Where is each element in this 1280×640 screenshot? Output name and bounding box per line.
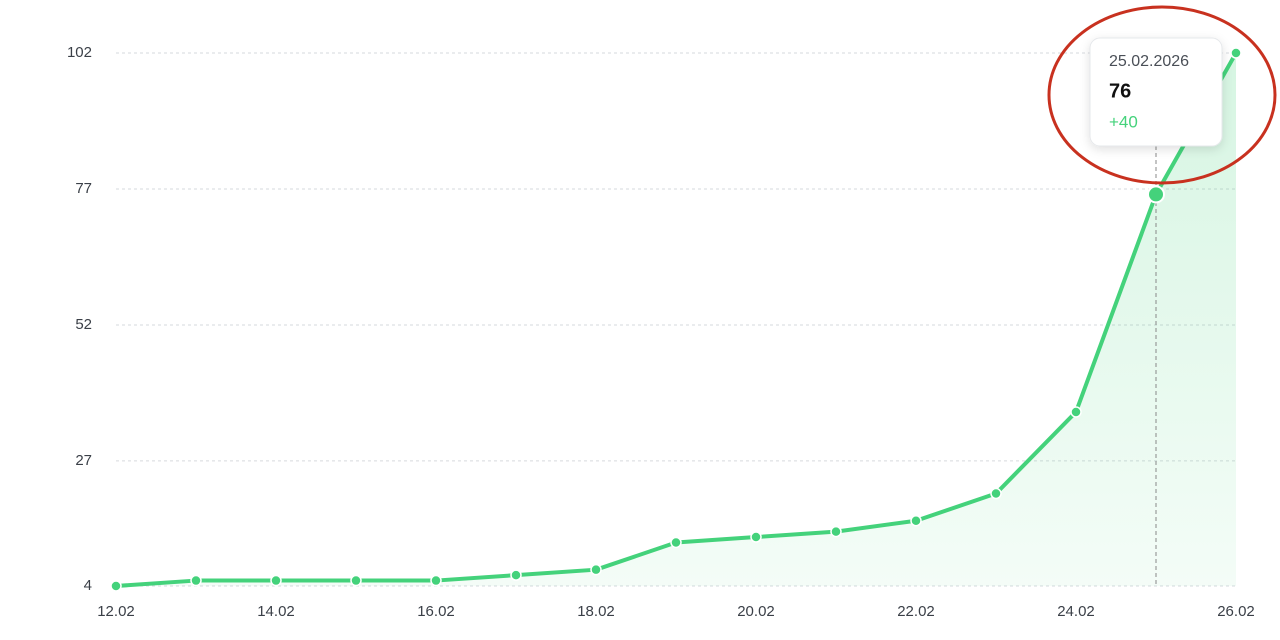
- x-tick-label: 24.02: [1057, 603, 1095, 620]
- x-tick-label: 22.02: [897, 603, 935, 620]
- x-tick-label: 18.02: [577, 603, 615, 620]
- y-tick-label: 77: [75, 180, 92, 197]
- point: [350, 574, 362, 587]
- point: [990, 487, 1002, 500]
- plot: [110, 47, 1242, 592]
- point: [670, 536, 682, 549]
- x-tick-label: 26.02: [1217, 603, 1255, 620]
- area: [116, 53, 1236, 586]
- point: [1230, 47, 1242, 59]
- tooltip: 25.02.2026 76 +40: [1047, 5, 1277, 586]
- point: [510, 569, 522, 581]
- point: [910, 514, 922, 527]
- grid: 4 27 52 77 102 12.02 14.02 16.02 18.02 20.02 22.02…: [67, 44, 1255, 620]
- y-tick-label: 52: [75, 316, 92, 333]
- tooltip-date: 25.02.2026: [1109, 53, 1189, 70]
- point: [750, 531, 762, 543]
- tooltip-box: [1089, 37, 1223, 147]
- point: [430, 574, 442, 587]
- y-tick-label: 4: [84, 577, 92, 594]
- point: [830, 525, 842, 538]
- point: [1070, 406, 1082, 418]
- y-tick-label: 102: [67, 44, 92, 61]
- active-point: [1147, 185, 1165, 204]
- x-tick-label: 14.02: [257, 603, 295, 620]
- point: [590, 563, 602, 576]
- point: [270, 574, 282, 587]
- y-tick-label: 27: [75, 452, 92, 469]
- tooltip-value: 76: [1109, 80, 1131, 102]
- x-tick-label: 20.02: [737, 603, 775, 620]
- x-tick-label: 12.02: [97, 603, 135, 620]
- point: [190, 574, 202, 587]
- x-tick-label: 16.02: [417, 603, 455, 620]
- tooltip-change: +40: [1109, 112, 1138, 131]
- highlight-circle: [1047, 5, 1277, 185]
- point: [110, 580, 122, 592]
